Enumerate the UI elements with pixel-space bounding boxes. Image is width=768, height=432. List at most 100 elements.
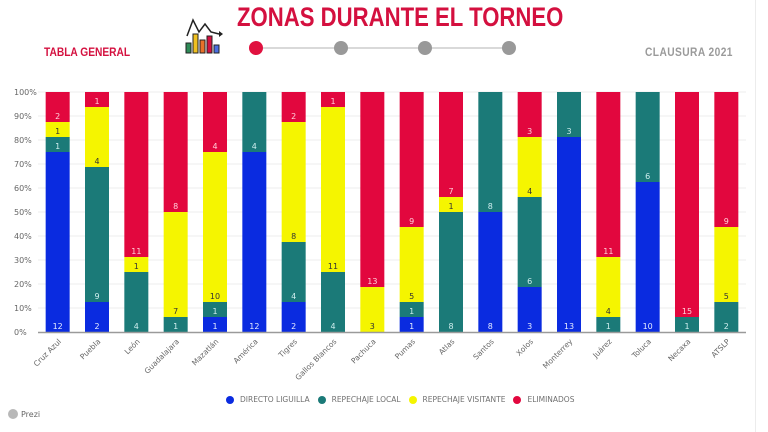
- bar-data-label: 1: [55, 127, 60, 136]
- bar-segment: [321, 107, 345, 272]
- bar-segment: [439, 197, 463, 212]
- bar-segment: [596, 257, 621, 317]
- bar-segment: [360, 287, 385, 332]
- bar-data-label: 5: [409, 292, 414, 301]
- legend-item[interactable]: DIRECTO LIGUILLA: [226, 395, 310, 404]
- y-tick-label: 50%: [14, 208, 32, 217]
- bar-segment: [203, 92, 227, 152]
- bar-segment: [557, 137, 581, 332]
- bar-data-label: 1: [409, 322, 414, 331]
- bar-data-label: 5: [724, 292, 729, 301]
- y-tick-label: 10%: [14, 304, 32, 313]
- bar-segment: [360, 92, 385, 287]
- bar-segment: [399, 317, 424, 332]
- bar-data-label: 8: [448, 322, 453, 331]
- bar-segment: [399, 227, 424, 302]
- bar-data-label: 8: [291, 232, 296, 241]
- x-tick-label: Guadalajara: [142, 337, 181, 376]
- x-tick-label: Juárez: [590, 337, 613, 360]
- bar-segment: [163, 317, 188, 332]
- bar-segment: [596, 92, 621, 257]
- bar-data-label: 15: [682, 307, 692, 316]
- bar-segment: [85, 167, 109, 302]
- bar-data-label: 1: [212, 322, 217, 331]
- x-tick-label: Santos: [471, 337, 495, 361]
- bar-segment: [399, 92, 424, 227]
- chart-logo-icon: [185, 18, 223, 54]
- bar-segment: [596, 317, 621, 332]
- bar-segment: [714, 302, 739, 332]
- bar-data-label: 13: [367, 277, 377, 286]
- page-border: [755, 0, 756, 432]
- legend-dot-icon: [408, 395, 417, 404]
- step-dot-2[interactable]: [334, 41, 348, 55]
- bar-data-label: 1: [409, 307, 414, 316]
- bar-segment: [85, 302, 109, 332]
- step-dot-3[interactable]: [418, 41, 432, 55]
- bar-segment: [242, 152, 267, 332]
- x-tick-label: León: [123, 337, 142, 356]
- bar-segment: [203, 317, 227, 332]
- bar-segment: [517, 287, 542, 332]
- bar-data-label: 3: [527, 322, 532, 331]
- bar-data-label: 4: [330, 322, 335, 331]
- bar-segment: [85, 107, 109, 167]
- x-tick-label: Mazatlán: [190, 337, 221, 368]
- bar-segment: [675, 317, 699, 332]
- bar-segment: [124, 272, 149, 332]
- step-dot-4[interactable]: [502, 41, 516, 55]
- x-tick-label: Puebla: [78, 337, 102, 361]
- bar-segment: [517, 92, 542, 137]
- step-dot-1[interactable]: [249, 41, 263, 55]
- bar-data-label: 2: [291, 112, 296, 121]
- bar-data-label: 3: [370, 322, 375, 331]
- bar-data-label: 1: [173, 322, 178, 331]
- step-progress-line: [256, 47, 509, 49]
- legend-label: DIRECTO LIGUILLA: [240, 395, 310, 404]
- bar-data-label: 2: [55, 112, 60, 121]
- bar-data-label: 3: [566, 127, 571, 136]
- bar-data-label: 7: [448, 187, 453, 196]
- bar-segment: [635, 92, 660, 182]
- bar-segment: [478, 92, 503, 212]
- bar-data-label: 4: [94, 157, 99, 166]
- legend-label: REPECHAJE VISITANTE: [422, 395, 506, 404]
- bar-segment: [714, 92, 739, 227]
- bar-data-label: 1: [606, 322, 611, 331]
- bar-data-label: 4: [134, 322, 139, 331]
- legend-item[interactable]: ELIMINADOS: [513, 395, 574, 404]
- x-tick-label: Tigres: [276, 337, 299, 360]
- bar-data-label: 9: [724, 217, 729, 226]
- bar-data-label: 1: [55, 142, 60, 151]
- x-tick-label: Cruz Azul: [32, 337, 63, 368]
- bar-segment: [517, 137, 542, 197]
- prezi-logo-icon: [8, 409, 18, 419]
- y-tick-label: 0%: [14, 328, 27, 337]
- bar-segment: [321, 92, 345, 107]
- bar-data-label: 4: [252, 142, 257, 151]
- legend-item[interactable]: REPECHAJE VISITANTE: [408, 395, 506, 404]
- prezi-brand[interactable]: Prezi: [8, 409, 40, 419]
- legend-item[interactable]: REPECHAJE LOCAL: [317, 395, 401, 404]
- y-tick-label: 60%: [14, 184, 32, 193]
- page-title: ZONAS DURANTE EL TORNEO: [237, 2, 564, 32]
- bar-segment: [45, 122, 70, 137]
- bar-data-label: 1: [212, 307, 217, 316]
- x-tick-label: Pumas: [393, 337, 417, 361]
- bar-data-label: 1: [94, 97, 99, 106]
- bar-data-label: 4: [527, 187, 532, 196]
- season-label: CLAUSURA 2021: [645, 45, 733, 59]
- bar-segment: [45, 92, 70, 122]
- x-tick-label: Xolos: [514, 337, 535, 358]
- bar-segment: [163, 92, 188, 212]
- bar-segment: [85, 92, 109, 107]
- bar-data-label: 1: [448, 202, 453, 211]
- bar-segment: [124, 92, 149, 257]
- x-tick-label: Necaxa: [666, 337, 692, 363]
- bar-data-label: 8: [173, 202, 178, 211]
- stacked-bar-chart: 0%10%20%30%40%50%60%70%80%90%100%12112Cr…: [14, 88, 746, 382]
- bar-segment: [675, 92, 699, 317]
- bar-data-label: 3: [527, 127, 532, 136]
- x-tick-label: Monterrey: [541, 337, 575, 371]
- bar-data-label: 1: [134, 262, 139, 271]
